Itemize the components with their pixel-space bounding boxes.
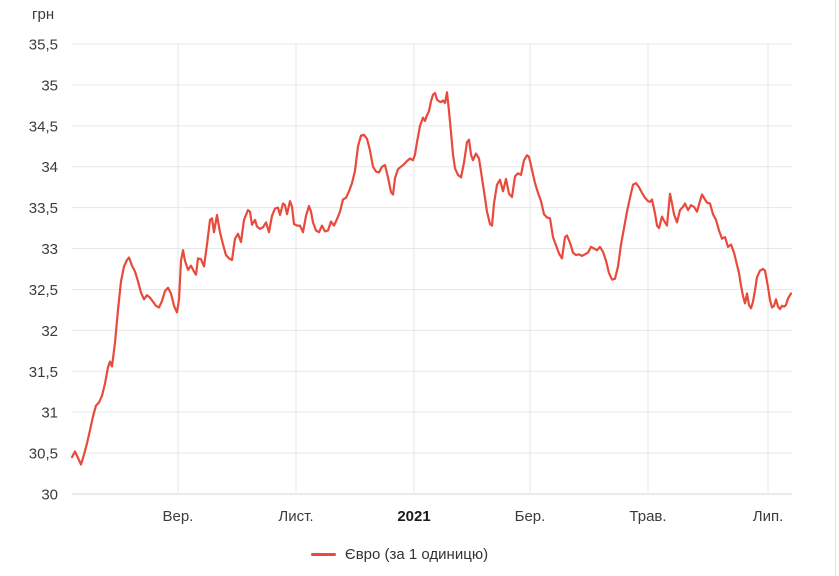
y-tick-label: 35,5 xyxy=(29,37,58,54)
legend-item-euro[interactable]: Євро (за 1 одиницю) xyxy=(0,546,799,563)
y-tick-label: 35 xyxy=(41,77,58,94)
x-tick-label: Лист. xyxy=(278,508,313,525)
x-tick-label: 2021 xyxy=(397,508,430,525)
y-tick-label: 33,5 xyxy=(29,200,58,217)
y-tick-label: 30,5 xyxy=(29,446,58,463)
y-tick-label: 30 xyxy=(41,487,58,504)
x-tick-label: Трав. xyxy=(629,508,666,525)
legend-line-swatch xyxy=(310,553,336,556)
y-tick-label: 31 xyxy=(41,405,58,422)
series-line-euro xyxy=(70,91,793,466)
y-tick-label: 33 xyxy=(41,241,58,258)
y-tick-label: 34,5 xyxy=(29,118,58,135)
x-tick-label: Бер. xyxy=(515,508,546,525)
y-axis-unit-label: грн xyxy=(32,6,55,23)
y-tick-label: 32,5 xyxy=(29,282,58,299)
y-tick-label: 31,5 xyxy=(29,364,58,381)
legend-label: Євро (за 1 одиницю) xyxy=(344,546,489,563)
x-tick-label: Вер. xyxy=(163,508,194,525)
x-tick-label: Лип. xyxy=(753,508,784,525)
y-tick-label: 32 xyxy=(41,323,58,340)
y-tick-label: 34 xyxy=(41,159,58,176)
